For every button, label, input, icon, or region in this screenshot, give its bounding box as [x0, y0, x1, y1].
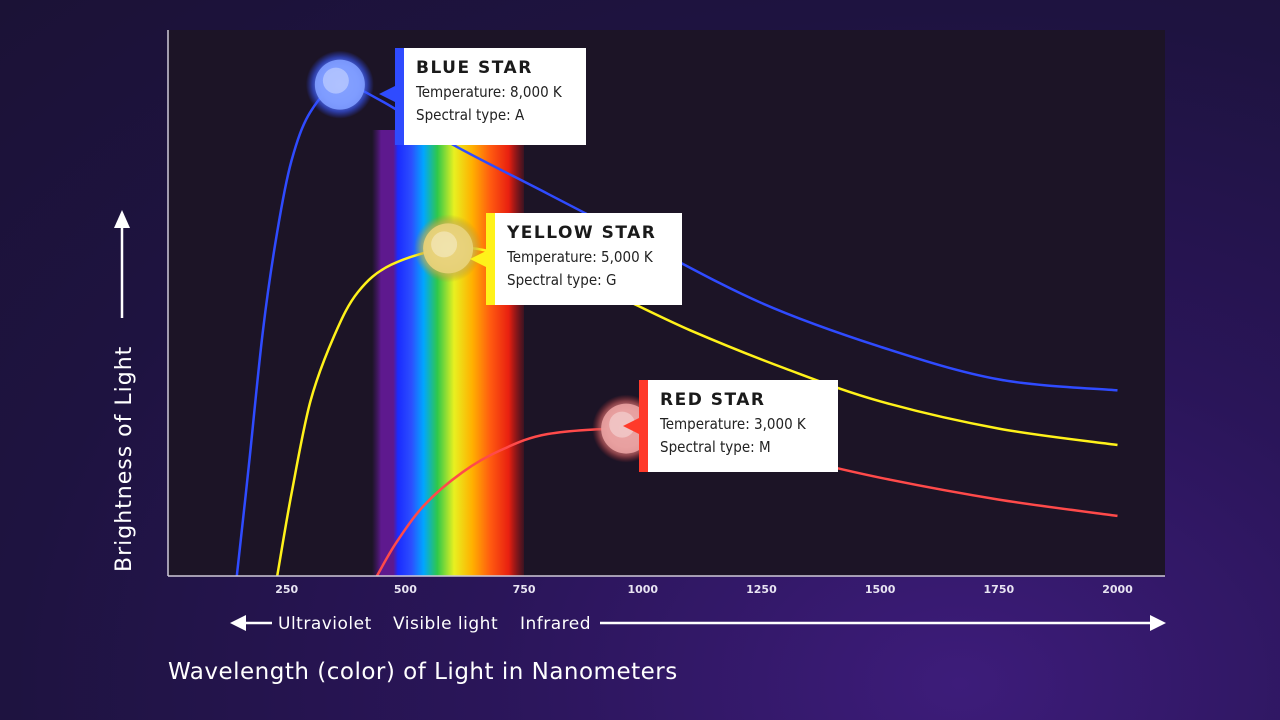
- red-star-title: RED STAR: [660, 390, 766, 410]
- x-tick-label: 1250: [746, 583, 777, 596]
- infrared-label: Infrared: [520, 614, 591, 634]
- blue-star-callout: BLUE STAR Temperature: 8,000 K Spectral …: [379, 48, 586, 145]
- y-axis-label-group: Brightness of Light: [112, 210, 137, 572]
- yellow-star-pointer-icon: [470, 251, 486, 267]
- x-tick-label: 500: [394, 583, 417, 596]
- x-tick-label: 1750: [984, 583, 1015, 596]
- blue-star-spectral-type: Spectral type: A: [416, 106, 525, 124]
- yellow-star-highlight: [431, 231, 458, 258]
- yellow-star-marker: [423, 223, 474, 274]
- x-tick-labels: 250 500 750 1000 1250 1500 1750 2000: [275, 583, 1133, 596]
- blue-star-pointer-icon: [379, 86, 395, 102]
- yellow-star-callout-bar: [486, 213, 495, 305]
- x-tick-label: 250: [275, 583, 298, 596]
- visible-spectrum-band: [372, 130, 524, 576]
- x-axis-label: Wavelength (color) of Light in Nanometer…: [168, 659, 678, 685]
- x-tick-label: 1500: [865, 583, 896, 596]
- ultraviolet-label: Ultraviolet: [278, 614, 372, 634]
- right-arrow-icon: [1150, 615, 1166, 631]
- band-labels: Ultraviolet Visible light Infrared: [230, 614, 1166, 634]
- blue-star-callout-bar: [395, 48, 404, 145]
- blue-star-marker: [314, 59, 365, 110]
- red-star-spectral-type: Spectral type: M: [660, 438, 771, 456]
- yellow-star-spectral-type: Spectral type: G: [507, 271, 617, 289]
- y-axis-label: Brightness of Light: [112, 346, 137, 572]
- red-star-callout-bar: [639, 380, 648, 472]
- visible-light-label: Visible light: [393, 614, 498, 634]
- blue-star-temperature: Temperature: 8,000 K: [416, 83, 562, 101]
- blue-star-title: BLUE STAR: [416, 58, 533, 78]
- up-arrow-icon: [114, 210, 130, 228]
- red-star-temperature: Temperature: 3,000 K: [660, 415, 806, 433]
- red-star-callout: RED STAR Temperature: 3,000 K Spectral t…: [623, 380, 838, 472]
- x-tick-label: 750: [513, 583, 536, 596]
- x-tick-label: 2000: [1102, 583, 1133, 596]
- blue-star-highlight: [322, 67, 349, 94]
- red-star-pointer-icon: [623, 418, 639, 434]
- yellow-star-temperature: Temperature: 5,000 K: [507, 248, 653, 266]
- left-arrow-icon: [230, 615, 246, 631]
- yellow-star-callout: YELLOW STAR Temperature: 5,000 K Spectra…: [470, 213, 682, 305]
- yellow-star-title: YELLOW STAR: [507, 223, 657, 243]
- x-tick-label: 1000: [627, 583, 658, 596]
